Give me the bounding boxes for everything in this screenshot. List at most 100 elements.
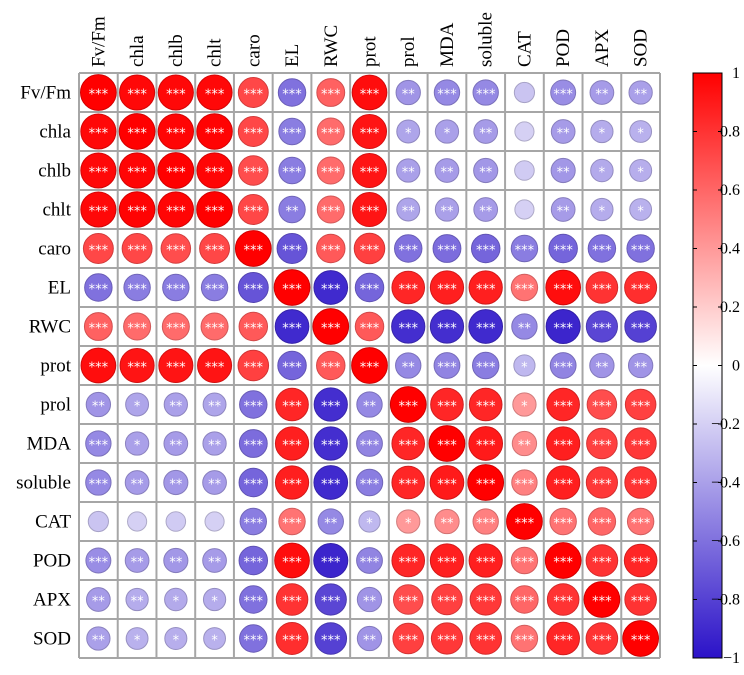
sig-apx-cat: *** — [515, 595, 535, 610]
sig-prot-cat: * — [521, 361, 528, 376]
sig-pod-chla: ** — [131, 556, 145, 571]
circle-el-fv-fm — [84, 273, 113, 302]
circle-el-prol — [391, 270, 426, 305]
sig-soluble-chlt: ** — [208, 478, 222, 493]
sig-sod-chlb: * — [173, 634, 180, 649]
sig-prol-el: *** — [282, 400, 302, 415]
row-label-prot: prot — [40, 356, 71, 377]
circle-mda-rwc — [313, 426, 348, 461]
circle-sod-caro — [239, 624, 268, 653]
sig-chlt-apx: * — [599, 205, 606, 220]
sig-chla-chlb: *** — [166, 127, 186, 142]
circle-caro-rwc — [316, 233, 346, 264]
circle-chlb-prot — [351, 152, 388, 189]
circle-prol-chlt — [202, 392, 227, 417]
circle-cat-prol — [396, 509, 421, 534]
circle-rwc-fv-fm — [83, 312, 113, 341]
circle-soluble-rwc — [313, 465, 349, 500]
circle-rwc-el — [274, 309, 310, 344]
sig-caro-caro: *** — [244, 244, 264, 259]
col-label-apx: APX — [592, 29, 613, 67]
cbar-tick-label: −0.8 — [711, 592, 740, 609]
row-label-pod: POD — [33, 551, 71, 572]
sig-caro-prot: *** — [360, 244, 380, 259]
sig-apx-chlt: * — [211, 595, 218, 610]
circle-fv-fm-prot — [351, 74, 388, 111]
sig-prot-sod: ** — [634, 361, 648, 376]
sig-chla-prot: *** — [360, 127, 380, 142]
sig-prot-chlt: *** — [205, 361, 225, 376]
col-label-pod: POD — [553, 29, 574, 67]
sig-soluble-pod: *** — [553, 478, 573, 493]
sig-chla-mda: * — [444, 127, 451, 142]
sig-soluble-prot: *** — [360, 478, 380, 493]
circle-mda-prol — [391, 426, 426, 461]
row-label-chlb: chlb — [38, 161, 71, 182]
circle-prol-caro — [239, 390, 268, 419]
circle-chlt-chla — [118, 191, 156, 228]
circle-fv-fm-mda — [433, 79, 461, 106]
sig-sod-sod: *** — [631, 634, 651, 649]
sig-prot-soluble: *** — [476, 361, 496, 376]
circle-soluble-apx — [585, 466, 618, 499]
circle-apx-caro — [239, 585, 268, 614]
circle-chlt-mda — [434, 197, 460, 222]
sig-rwc-prot: *** — [360, 322, 380, 337]
circle-sod-chlt — [203, 627, 226, 650]
sig-sod-chla: * — [134, 634, 141, 649]
sig-prot-pod: *** — [553, 361, 573, 376]
circle-fv-fm-prol — [395, 79, 421, 106]
sig-soluble-chlb: ** — [169, 478, 183, 493]
sig-pod-sod: *** — [631, 556, 651, 571]
circle-el-pod — [545, 269, 582, 306]
sig-cat-cat: *** — [515, 517, 535, 532]
circle-apx-fv-fm — [86, 587, 111, 612]
column-labels: Fv/Fm chla chlb chlt caro EL RWC prot prol MDA sol… — [88, 12, 651, 67]
circle-sod-fv-fm — [86, 626, 111, 651]
sig-mda-el: *** — [282, 439, 302, 454]
circle-soluble-chlt — [202, 470, 227, 495]
circle-chlt-chlb — [157, 191, 194, 228]
circle-pod-chla — [124, 548, 150, 573]
circle-rwc-chlt — [200, 312, 229, 341]
sig-fv-fm-fv-fm: *** — [89, 88, 109, 103]
circle-prot-chla — [119, 347, 155, 384]
circle-sod-sod — [622, 620, 660, 657]
sig-soluble-apx: *** — [592, 478, 612, 493]
sig-chlt-el: ** — [286, 205, 300, 220]
sig-chlt-sod: * — [637, 205, 644, 220]
sig-el-apx: *** — [592, 283, 612, 298]
circle-prol-prot — [356, 391, 383, 418]
sig-prot-prot: *** — [360, 361, 380, 376]
col-label-prot: prot — [360, 36, 381, 67]
sig-apx-chla: ** — [131, 595, 145, 610]
circle-chla-caro — [237, 116, 269, 147]
sig-apx-el: *** — [282, 595, 302, 610]
sig-chlt-soluble: ** — [479, 205, 493, 220]
circle-chlt-cat — [514, 199, 535, 220]
circle-rwc-chlb — [161, 312, 190, 341]
circle-soluble-soluble — [467, 464, 505, 501]
circle-mda-chlt — [202, 431, 227, 456]
sig-fv-fm-pod: *** — [553, 88, 573, 103]
sig-chlb-prot: *** — [360, 166, 380, 181]
circle-prol-apx — [586, 389, 618, 420]
circle-sod-cat — [510, 624, 539, 653]
cbar-tick-label: 0.8 — [720, 124, 740, 141]
circle-sod-pod — [546, 621, 580, 656]
sig-chlt-prot: *** — [360, 205, 380, 220]
circle-mda-apx — [586, 427, 618, 460]
circle-caro-apx — [587, 234, 617, 263]
circle-el-chlt — [200, 273, 229, 302]
row-label-soluble: soluble — [16, 473, 71, 494]
circle-chla-chlt — [196, 113, 233, 150]
circle-sod-prot — [356, 625, 383, 652]
sig-sod-fv-fm: ** — [92, 634, 106, 649]
circle-caro-soluble — [470, 233, 501, 264]
sig-rwc-el: *** — [282, 322, 302, 337]
sig-prot-chlb: *** — [166, 361, 186, 376]
circle-soluble-sod — [624, 466, 657, 499]
circle-rwc-cat — [511, 313, 538, 340]
circle-chlt-pod — [550, 197, 576, 222]
